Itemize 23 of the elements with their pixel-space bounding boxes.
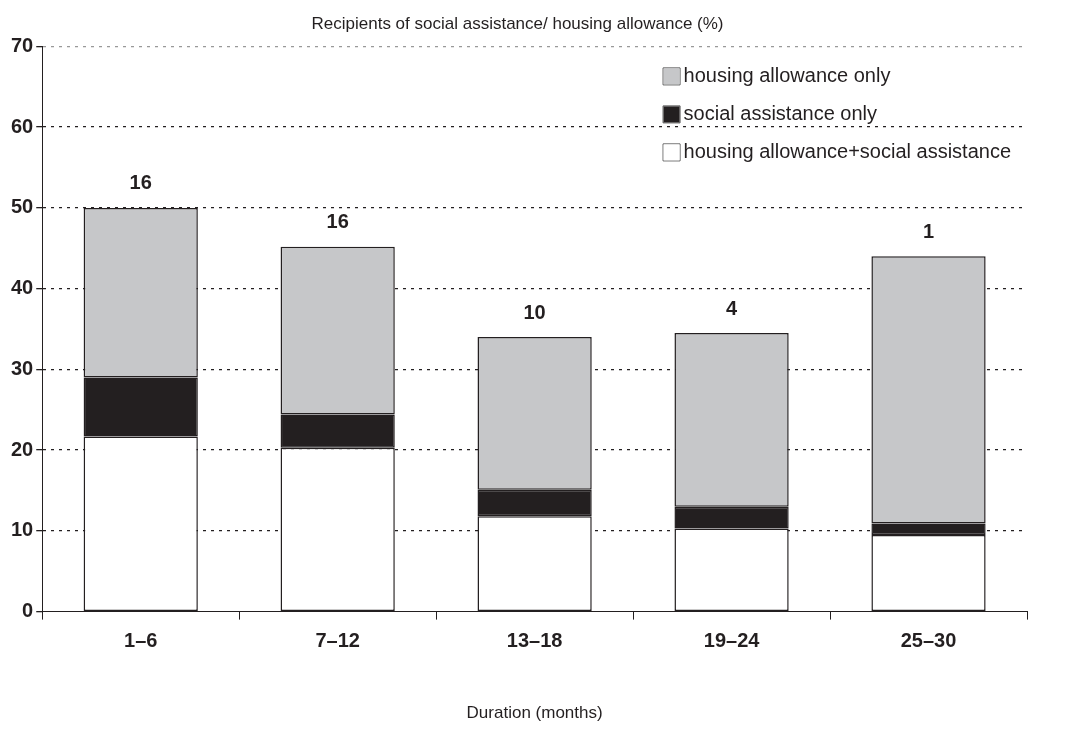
y-tick-label: 10 [11, 518, 34, 541]
annotation: 1 [922, 219, 935, 242]
legend-label: housing allowance only [683, 63, 891, 86]
annotation: 10 [523, 300, 546, 323]
x-tick-label: 19–24 [703, 629, 761, 652]
y-tick-label: 0 [22, 599, 34, 622]
chart-title: Recipients of social assistance/ housing allowance (%) [311, 13, 724, 33]
x-axis-title: Duration (months) [466, 703, 603, 723]
y-tick-label: 60 [11, 114, 34, 137]
legend-label: social assistance only [683, 101, 878, 124]
y-tick-label: 50 [11, 195, 34, 218]
annotation: 4 [726, 296, 739, 319]
x-tick-label: 25–30 [900, 629, 957, 652]
annotation: 16 [326, 210, 349, 233]
x-tick-label: 1–6 [124, 629, 158, 652]
y-tick-label: 30 [11, 356, 34, 379]
x-tick-label: 13–18 [506, 629, 563, 652]
y-tick-label: 20 [11, 437, 34, 460]
legend-label: housing allowance+social assistance [683, 139, 1011, 162]
y-tick-label: 40 [11, 276, 34, 299]
x-tick-label: 7–12 [315, 629, 360, 652]
annotation: 16 [129, 171, 152, 194]
y-tick-label: 70 [11, 33, 34, 56]
